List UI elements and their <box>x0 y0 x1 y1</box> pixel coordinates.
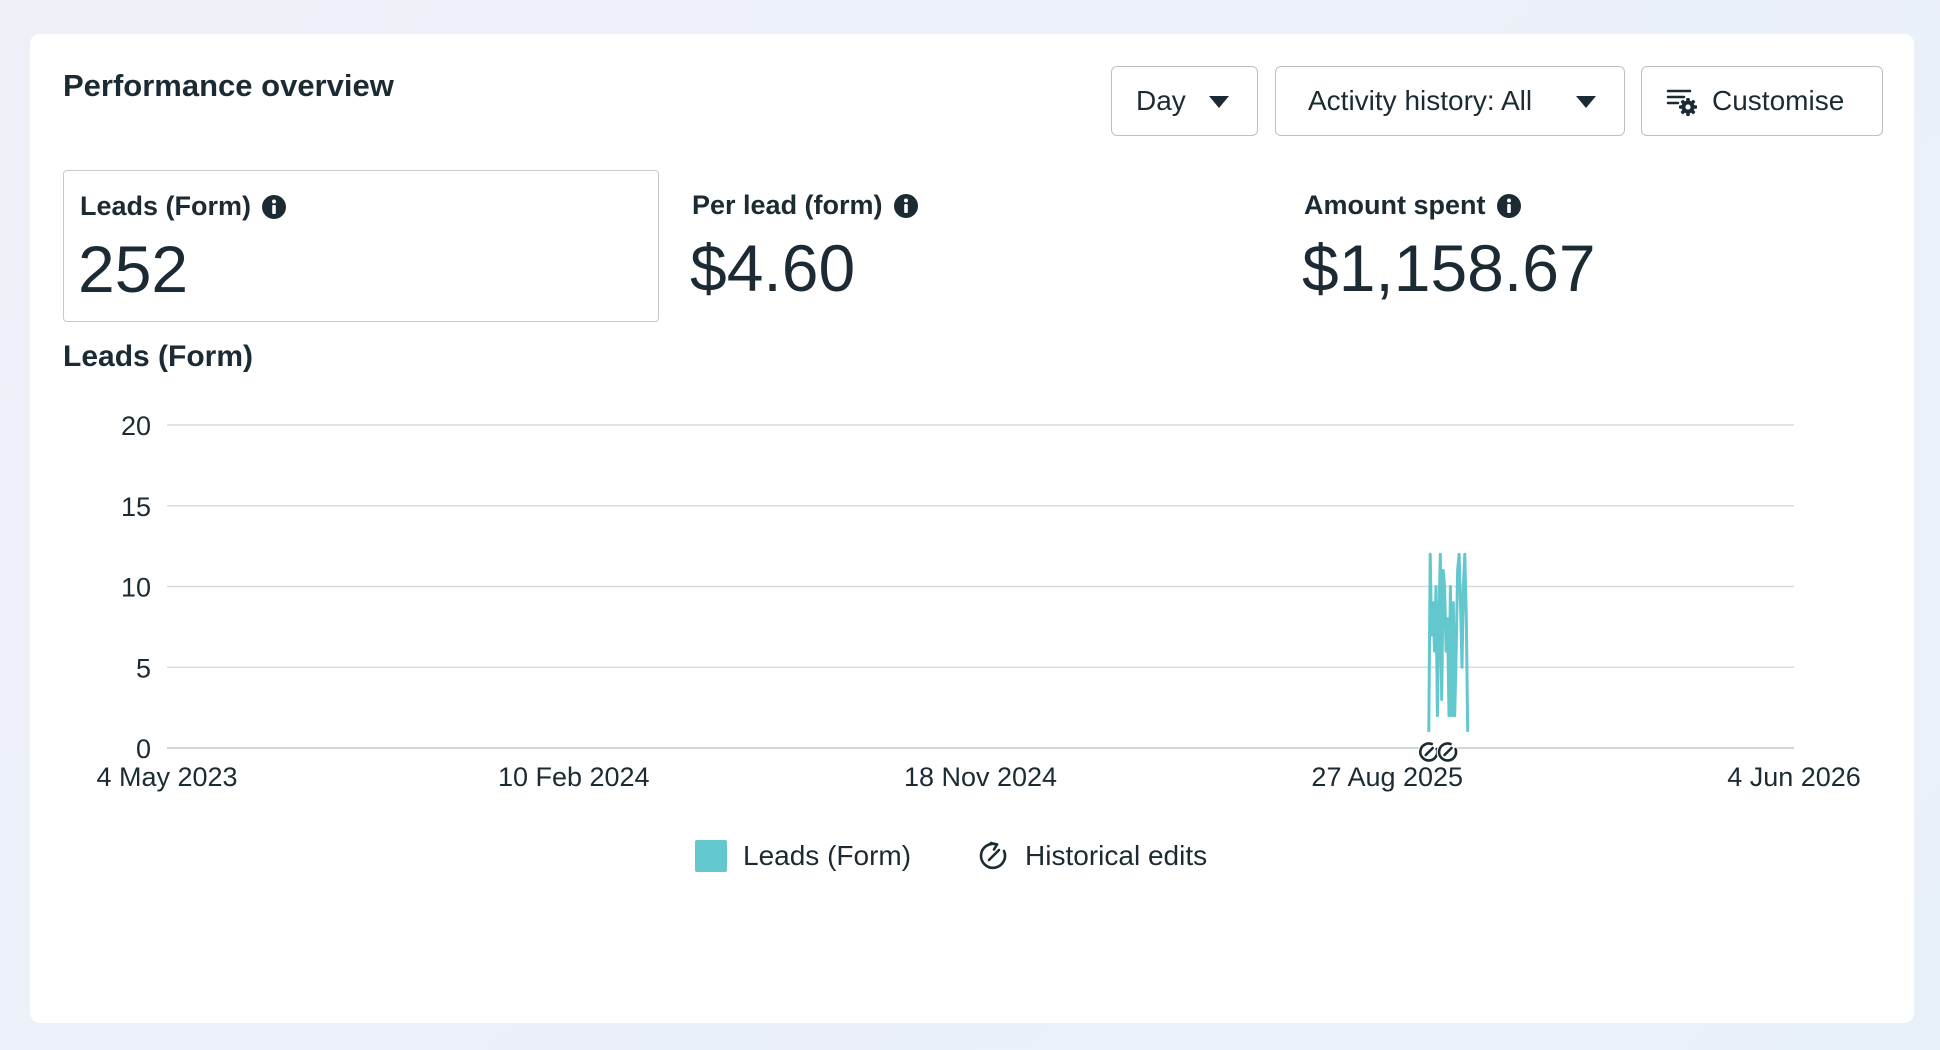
day-dropdown-label: Day <box>1136 85 1186 116</box>
metric-leads-form[interactable]: Leads (Form) 252 <box>63 170 659 322</box>
x-tick-label: 10 Feb 2024 <box>498 762 650 792</box>
marker-arc <box>1437 742 1458 762</box>
page-title: Performance overview <box>63 68 394 103</box>
performance-card: Performance overview Day Activity histor… <box>30 34 1914 1023</box>
info-icon[interactable] <box>261 194 287 220</box>
historical-edit-marker-icon <box>1436 741 1459 763</box>
metric-label-wrap: Leads (Form) <box>80 191 287 222</box>
legend-item-historical-edits[interactable]: Historical edits <box>977 839 1207 873</box>
metric-amount-spent[interactable]: Amount spent $1,158.67 <box>1288 170 1848 322</box>
metric-label-wrap: Per lead (form) <box>692 190 919 221</box>
leads-line-chart: 0 5 10 15 20 4 May 2023 10 Feb 2024 18 Nov 2024… <box>96 411 1861 792</box>
x-tick-label: 27 Aug 2025 <box>1311 762 1463 792</box>
x-tick-label: 4 May 2023 <box>96 762 237 792</box>
caret-down-icon <box>1209 96 1229 108</box>
legend-label: Historical edits <box>1025 840 1208 871</box>
historical-edit-marker-icon <box>1417 741 1440 763</box>
x-tick-label: 18 Nov 2024 <box>904 762 1057 792</box>
historical-edits-icon <box>979 841 1007 870</box>
y-tick-label: 0 <box>136 734 151 764</box>
marker-tick <box>1443 746 1453 757</box>
legend-item-leads[interactable]: Leads (Form) <box>695 840 911 872</box>
metric-label: Per lead (form) <box>692 190 883 220</box>
customise-label: Customise <box>1712 85 1845 116</box>
metric-value: $4.60 <box>690 231 856 305</box>
day-dropdown[interactable]: Day <box>1111 66 1258 136</box>
x-tick-label: 4 Jun 2026 <box>1727 762 1861 792</box>
metric-label-wrap: Amount spent <box>1304 190 1522 221</box>
y-tick-label: 20 <box>121 411 151 441</box>
chart-legend: Leads (Form) Historical edits <box>695 834 1273 878</box>
metric-label: Amount spent <box>1304 190 1486 220</box>
series-line <box>1427 552 1470 732</box>
marker-arc <box>1419 742 1439 762</box>
caret-down-icon <box>1576 96 1596 108</box>
y-tick-label: 15 <box>121 492 151 522</box>
marker-tick <box>1424 746 1435 757</box>
info-icon[interactable] <box>1496 193 1522 219</box>
metric-value: 252 <box>78 232 189 306</box>
y-tick-label: 5 <box>136 653 151 683</box>
customise-button[interactable]: Customise <box>1641 66 1883 136</box>
activity-history-dropdown[interactable]: Activity history: All <box>1275 66 1625 136</box>
metric-value: $1,158.67 <box>1302 231 1596 305</box>
legend-label: Leads (Form) <box>743 840 912 871</box>
customise-settings-icon <box>1666 89 1697 116</box>
activity-history-label: Activity history: All <box>1308 85 1533 116</box>
y-tick-label: 10 <box>121 573 151 603</box>
metric-label: Leads (Form) <box>80 191 252 221</box>
legend-swatch <box>695 840 727 872</box>
metric-per-lead[interactable]: Per lead (form) $4.60 <box>676 170 1236 322</box>
chart-title: Leads (Form) <box>63 340 254 373</box>
info-icon[interactable] <box>893 193 919 219</box>
